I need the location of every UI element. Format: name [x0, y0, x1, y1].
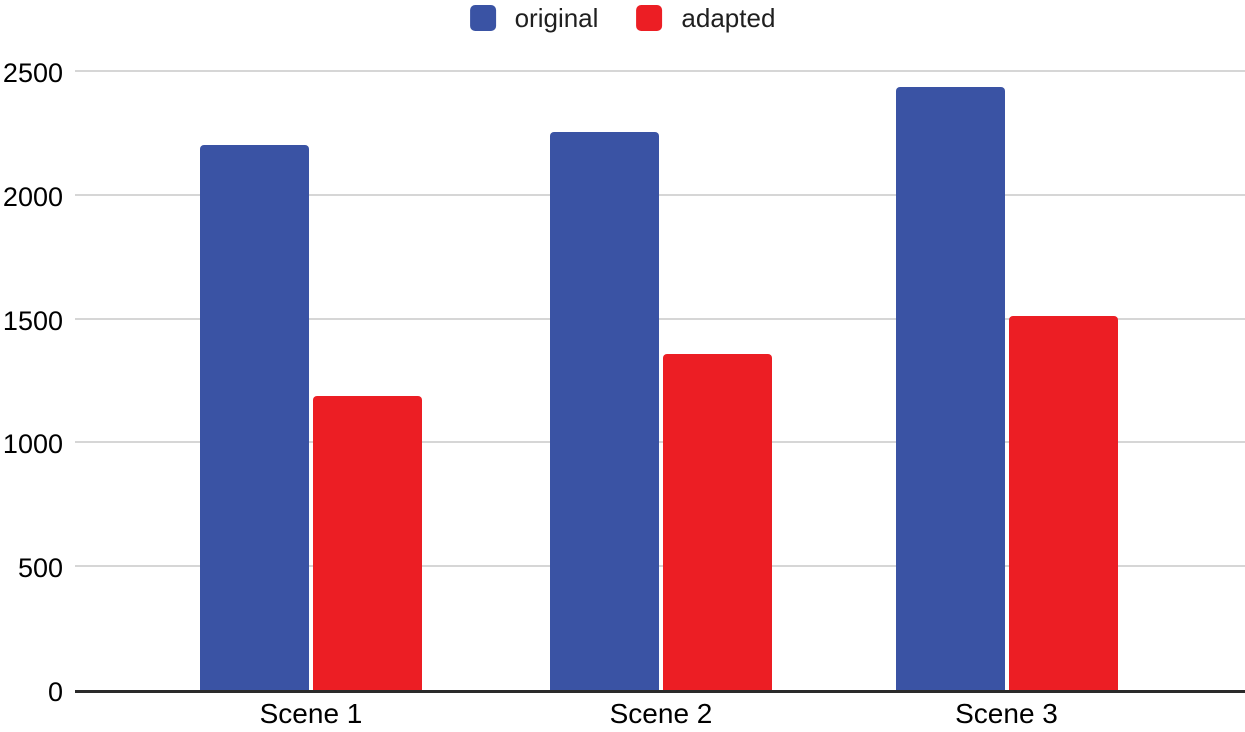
chart-legend: original adapted	[469, 1, 775, 35]
bar-adapted-scene-1	[313, 396, 422, 692]
y-tick-label-0: 0	[47, 677, 63, 707]
legend-swatch-adapted	[636, 5, 663, 31]
x-tick-label-scene-3: Scene 3	[955, 698, 1058, 729]
y-tick-label-2500: 2500	[2, 58, 63, 88]
legend-label: adapted	[681, 3, 776, 33]
gridline-2000	[75, 193, 1245, 196]
bar-adapted-scene-3	[1008, 315, 1118, 692]
legend-swatch-original	[469, 5, 496, 31]
x-tick-label-scene-1: Scene 1	[259, 698, 363, 729]
gridline-1500	[75, 317, 1245, 320]
legend-item-adapted: adapted	[636, 5, 775, 31]
x-axis-baseline	[75, 690, 1245, 693]
y-tick-label-1500: 1500	[2, 305, 63, 336]
bar-original-scene-2	[550, 132, 659, 692]
bar-original-scene-3	[895, 86, 1005, 692]
plot-area	[75, 70, 1245, 693]
gridline-2500	[75, 70, 1245, 72]
legend-item-original: original	[469, 3, 599, 33]
bar-adapted-scene-2	[663, 354, 772, 692]
gridline-500	[75, 565, 1245, 568]
y-tick-label-500: 500	[17, 553, 63, 584]
y-tick-label-2000: 2000	[2, 181, 63, 212]
y-tick-label-1000: 1000	[2, 429, 63, 460]
gridline-1000	[75, 441, 1245, 444]
bar-original-scene-1	[200, 144, 309, 692]
x-tick-label-scene-2: Scene 2	[609, 698, 713, 729]
legend-label: original	[514, 3, 599, 33]
